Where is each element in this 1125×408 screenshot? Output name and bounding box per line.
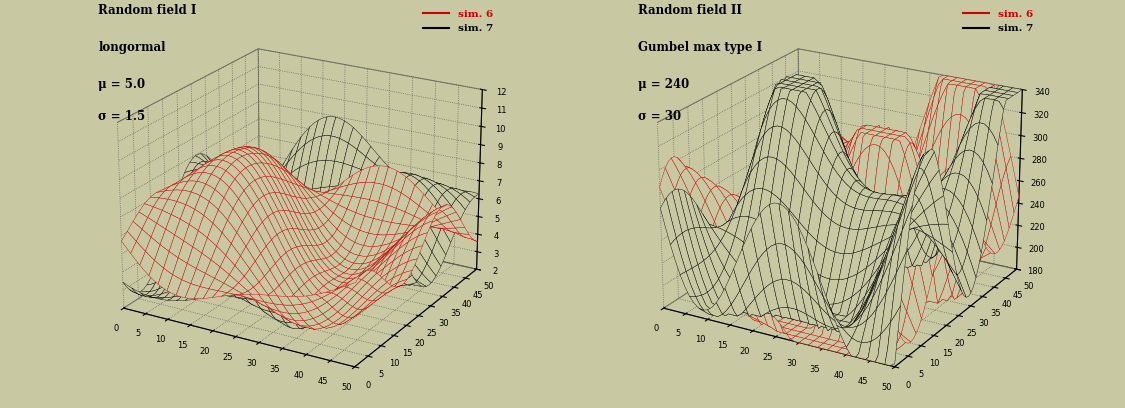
Legend: sim. 6, sim. 7: sim. 6, sim. 7 [418,5,497,38]
Legend: sim. 6, sim. 7: sim. 6, sim. 7 [958,5,1037,38]
Text: Random field II: Random field II [638,4,742,17]
Text: Random field I: Random field I [98,4,197,17]
Text: σ = 30: σ = 30 [638,110,682,123]
Text: σ = 1.5: σ = 1.5 [98,110,145,123]
Text: Gumbel max type I: Gumbel max type I [638,41,763,54]
Text: μ = 240: μ = 240 [638,78,690,91]
Text: μ = 5.0: μ = 5.0 [98,78,145,91]
Text: longormal: longormal [98,41,165,54]
